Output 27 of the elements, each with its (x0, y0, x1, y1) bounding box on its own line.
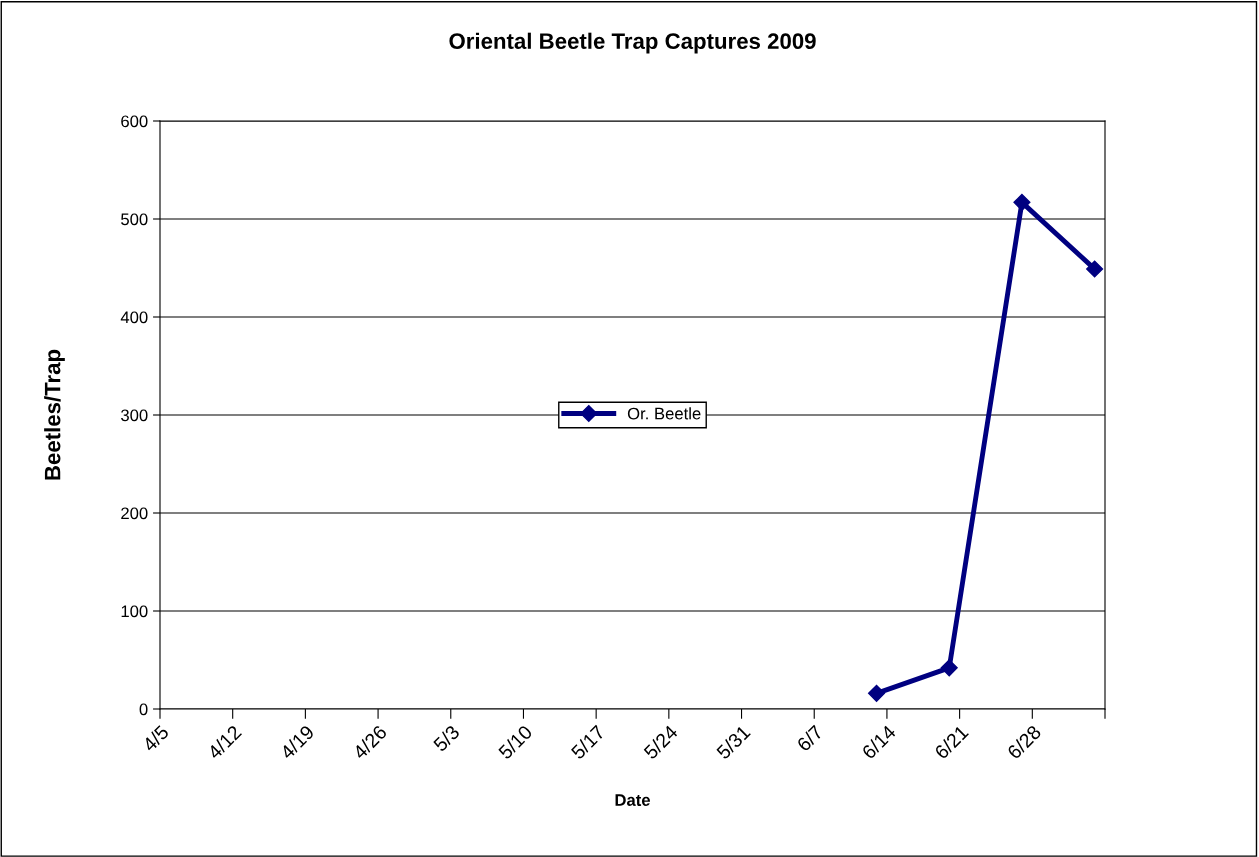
y-axis-title: Beetles/Trap (44, 349, 65, 480)
x-axis-title: Date (615, 794, 650, 806)
chart-title: Oriental Beetle Trap Captures 2009 (449, 32, 816, 54)
y-tick-label: 600 (121, 115, 148, 128)
x-tick-label: 6/7 (795, 724, 824, 753)
x-tick-label: 5/24 (642, 723, 679, 760)
point (1013, 193, 1031, 211)
x-tick-label: 6/21 (933, 724, 970, 760)
y-tick-label: 0 (139, 703, 148, 716)
y-tick-label: 500 (121, 213, 148, 226)
x-tick-label: 4/12 (206, 724, 243, 761)
x-tick-label: 4/26 (351, 724, 388, 761)
legend-label: Or. Beetle (627, 407, 701, 420)
x-tick-label: 6/28 (1006, 724, 1042, 760)
point (1086, 260, 1104, 278)
x-tick-label: 5/3 (432, 724, 461, 753)
y-tick-label: 400 (120, 311, 148, 324)
y-tick-label: 100 (121, 605, 148, 618)
x-tick-label: 5/31 (715, 724, 751, 760)
x-tick-label: 5/10 (497, 724, 534, 760)
x-tick-label: 4/5 (141, 724, 170, 753)
point (940, 659, 958, 677)
point (867, 684, 886, 702)
x-tick-label: 6/14 (860, 723, 897, 760)
x-tick-label: 4/19 (278, 724, 315, 761)
y-tick-label: 200 (121, 507, 148, 520)
y-tick-label: 300 (121, 409, 148, 422)
